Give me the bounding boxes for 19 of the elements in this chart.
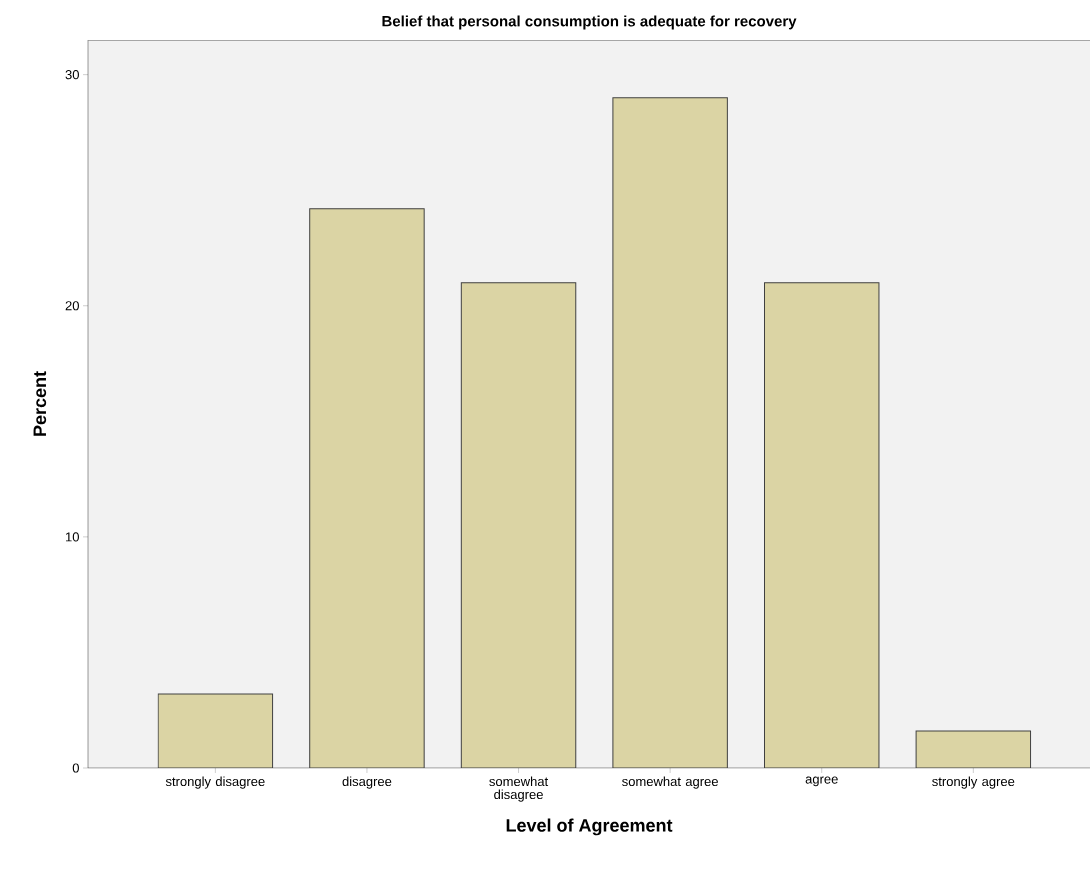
y-axis-title: Percent	[33, 371, 47, 436]
x-tick-label: strongly disagree	[165, 776, 265, 789]
bar	[157, 693, 274, 768]
chart-title: Belief that personal consumption is adequate for recovery	[382, 15, 797, 30]
x-tick-label: strongly agree	[932, 776, 1015, 789]
x-tick-label: somewhat disagree	[489, 776, 549, 802]
bar	[915, 730, 1032, 768]
y-tick-label: 10	[66, 532, 79, 542]
y-tick-label: 0	[72, 763, 79, 773]
x-tick-label: somewhat agree	[622, 776, 718, 789]
x-tick-label: agree	[805, 776, 838, 787]
x-axis-title: Level of Agreement	[506, 818, 673, 836]
bar	[764, 282, 880, 768]
x-tick-label: disagree	[342, 776, 392, 789]
y-tick-label: 20	[65, 301, 79, 311]
bar	[309, 208, 425, 768]
y-tick-label: 30	[65, 70, 79, 80]
bar	[612, 97, 728, 768]
bar	[460, 282, 577, 768]
